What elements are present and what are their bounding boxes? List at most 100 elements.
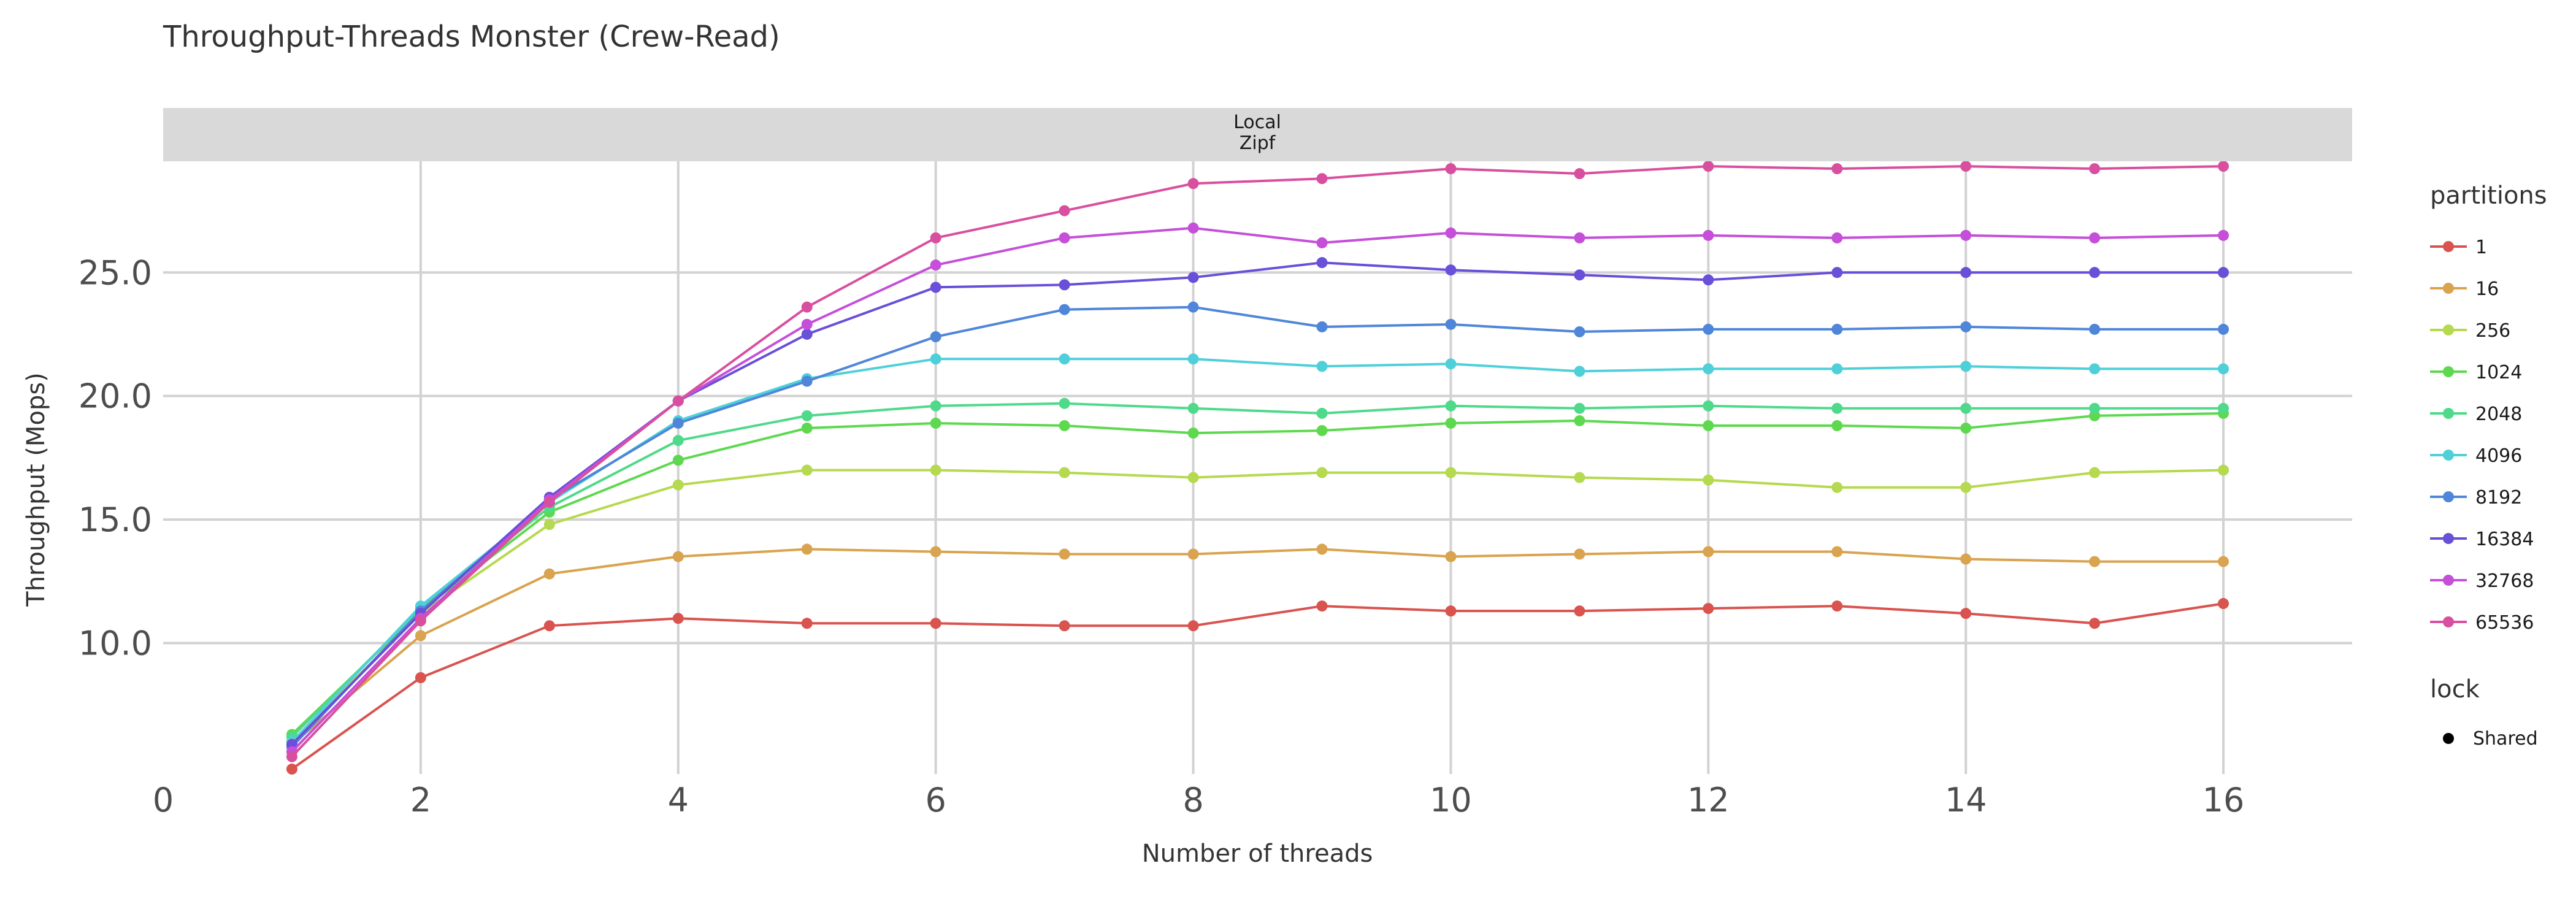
data-point xyxy=(1574,232,1585,243)
legend-item-32768: 32768 xyxy=(2430,570,2534,592)
data-point xyxy=(672,435,684,447)
legend-item-4096: 4096 xyxy=(2430,445,2522,467)
data-point xyxy=(1831,420,1843,432)
data-point xyxy=(1445,227,1457,239)
data-point xyxy=(1316,361,1328,372)
data-point xyxy=(672,551,684,562)
legend-item-1024: 1024 xyxy=(2430,362,2522,383)
data-point xyxy=(1445,264,1457,276)
y-axis-title: Throughput (Mops) xyxy=(22,372,50,607)
data-point xyxy=(1703,274,1714,286)
data-point xyxy=(1445,417,1457,429)
x-tick-labels: 0 2 4 6 8 10 12 14 16 xyxy=(153,781,2245,819)
data-point xyxy=(1703,229,1714,241)
x-axis-title: Number of threads xyxy=(1142,840,1373,868)
data-point xyxy=(2089,467,2101,478)
series-line-2048 xyxy=(291,402,2224,738)
data-point xyxy=(543,496,555,508)
data-point xyxy=(801,318,813,330)
legend-key-point xyxy=(2443,366,2454,377)
data-point xyxy=(1316,257,1328,269)
data-point xyxy=(1316,173,1328,185)
data-point xyxy=(1831,363,1843,375)
legend-item-8192: 8192 xyxy=(2430,487,2522,508)
data-point xyxy=(1316,407,1328,419)
legend-label: 16 xyxy=(2475,278,2499,300)
legend-item-1: 1 xyxy=(2430,237,2487,258)
data-point xyxy=(2218,402,2229,414)
legend-key-point xyxy=(2443,616,2454,627)
y-tick-label: 20.0 xyxy=(79,377,152,416)
x-tick-label: 2 xyxy=(410,781,431,819)
series-1 xyxy=(286,598,2229,775)
series-256 xyxy=(286,464,2229,748)
legend-key-point xyxy=(2443,408,2454,419)
data-point xyxy=(1574,472,1585,483)
legend-label: 256 xyxy=(2475,320,2510,342)
data-point xyxy=(2089,323,2101,335)
data-point xyxy=(415,615,426,627)
legend-title-lock: lock xyxy=(2430,675,2480,703)
data-point xyxy=(1187,301,1199,313)
legend-key-point xyxy=(2443,324,2454,335)
data-point xyxy=(930,353,941,365)
data-point xyxy=(1703,161,1714,172)
y-tick-label: 25.0 xyxy=(79,253,152,292)
data-point xyxy=(1316,467,1328,478)
data-point xyxy=(1059,467,1070,478)
data-point xyxy=(1059,620,1070,632)
data-point xyxy=(1059,353,1070,365)
facet-label-local: Local xyxy=(1233,112,1281,133)
data-point xyxy=(1445,163,1457,175)
data-point xyxy=(1703,474,1714,486)
data-point xyxy=(1316,600,1328,612)
series-layer xyxy=(286,161,2229,775)
legend-item-65536: 65536 xyxy=(2430,612,2534,634)
data-point xyxy=(2218,323,2229,335)
data-point xyxy=(1831,232,1843,243)
legend-label: 65536 xyxy=(2475,612,2534,634)
data-point xyxy=(930,546,941,558)
data-point xyxy=(672,395,684,407)
legend-key-point xyxy=(2443,241,2454,252)
legend-label: 1024 xyxy=(2475,362,2522,383)
x-tick-label: 8 xyxy=(1183,781,1203,819)
y-tick-labels: 10.0 15.0 20.0 25.0 xyxy=(79,253,152,662)
data-point xyxy=(1831,600,1843,612)
x-tick-label: 12 xyxy=(1687,781,1730,819)
series-8192 xyxy=(286,301,2229,753)
x-tick-label: 0 xyxy=(153,781,174,819)
legend-item-2048: 2048 xyxy=(2430,404,2522,425)
data-point xyxy=(1574,366,1585,377)
data-point xyxy=(1574,415,1585,426)
data-point xyxy=(930,400,941,412)
data-point xyxy=(801,328,813,340)
data-point xyxy=(1574,548,1585,560)
data-point xyxy=(1445,318,1457,330)
data-point xyxy=(543,519,555,531)
data-point xyxy=(1187,222,1199,234)
data-point xyxy=(2089,556,2101,567)
data-point xyxy=(1316,237,1328,248)
data-point xyxy=(930,417,941,429)
legend-key-point xyxy=(2443,491,2454,502)
data-point xyxy=(930,618,941,629)
data-point xyxy=(1059,205,1070,217)
data-point xyxy=(1445,551,1457,562)
data-point xyxy=(801,423,813,434)
data-point xyxy=(1187,178,1199,190)
data-point xyxy=(1831,267,1843,278)
data-point xyxy=(1059,397,1070,409)
data-point xyxy=(2218,229,2229,241)
grid-lines xyxy=(163,161,2352,774)
data-point xyxy=(1960,608,1972,619)
series-1024 xyxy=(286,407,2229,740)
x-tick-label: 4 xyxy=(668,781,689,819)
series-line-256 xyxy=(291,469,2224,743)
data-point xyxy=(2089,267,2101,278)
data-point xyxy=(801,543,813,555)
data-point xyxy=(1703,420,1714,432)
data-point xyxy=(1059,232,1070,243)
legend-label: 1 xyxy=(2475,237,2487,258)
data-point xyxy=(2089,402,2101,414)
